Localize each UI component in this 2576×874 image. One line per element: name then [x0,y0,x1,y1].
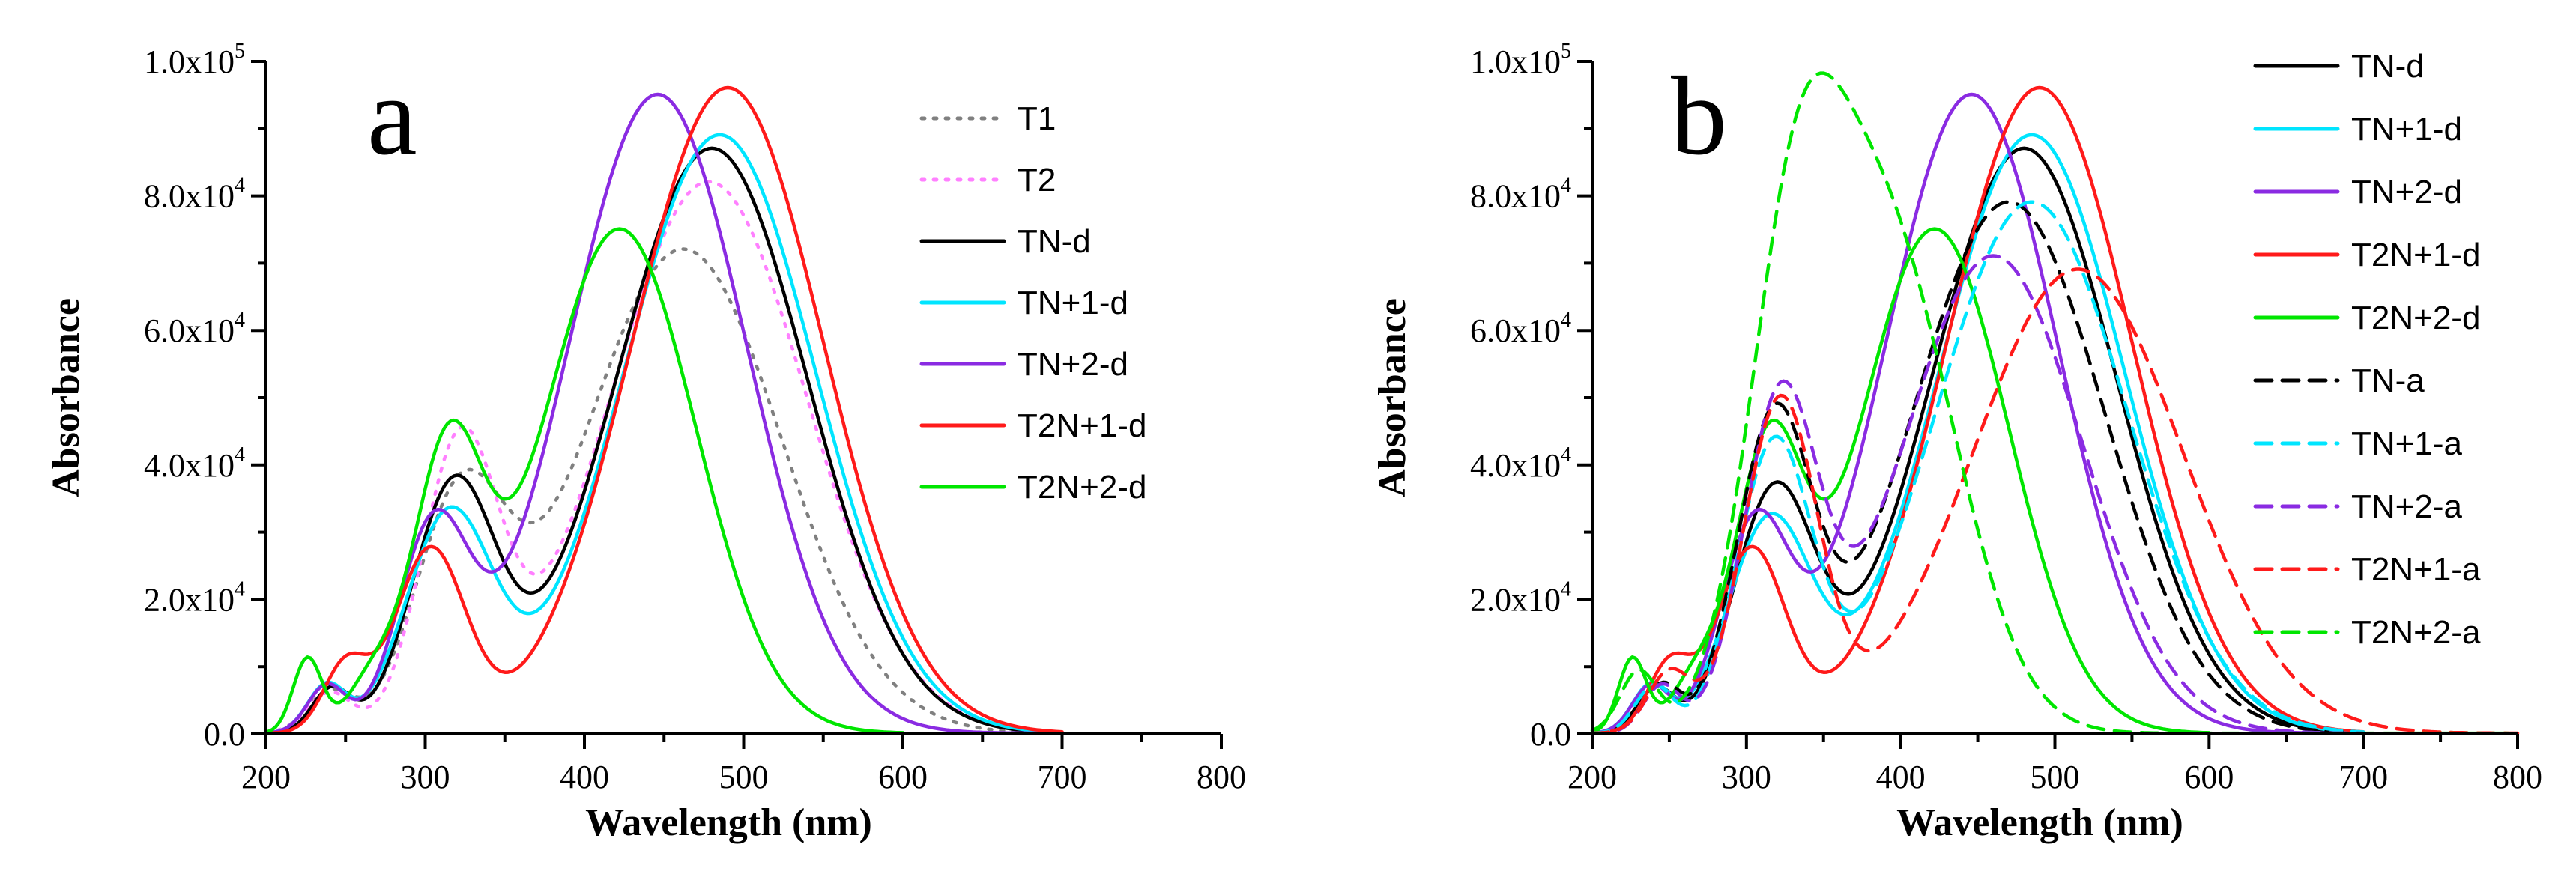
y-tick-label: 6.0x104 [1470,309,1571,349]
series-line-tn-a [1590,200,2365,735]
x-tick-label: 700 [2338,759,2388,795]
y-axis-title: Absorbance [45,298,88,497]
series-line-tnplus1-a [1590,200,2365,735]
x-tick-label: 500 [2031,759,2080,795]
series-line-tnplus1-d [264,133,1064,735]
series-line-t2nplus1-d [1590,85,2365,735]
y-tick-label: 8.0x104 [144,175,245,215]
y-tick-label: 6.0x104 [144,309,245,349]
series-line-t2nplus1-a [1590,267,2520,735]
legend-label: T2N+1-a [2351,551,2481,588]
legend-label: T2N+1-d [2351,237,2480,273]
legend-label: T2N+2-a [2351,614,2481,651]
legend-label: TN-d [2351,48,2425,85]
x-tick-label: 800 [2493,759,2542,795]
x-tick-label: 400 [560,759,609,795]
x-tick-label: 600 [2184,759,2234,795]
x-tick-label: 600 [878,759,928,795]
legend-label: T1 [1018,100,1056,137]
legend-label: TN+2-d [1018,346,1128,383]
x-tick-label: 400 [1876,759,1926,795]
y-tick-label: 4.0x104 [1470,443,1571,484]
legend-label: TN-a [2351,362,2425,399]
x-tick-label: 200 [241,759,291,795]
x-axis-title: Wavelength (nm) [585,801,872,844]
legend-label: T2 [1018,162,1056,198]
legend: TN-d TN+1-d TN+2-d T2N+1-d T2N+2-d TN-a TN+1-a… [2253,48,2481,651]
chart-panel-b: 200 300 400 500 600 700 800 0.0 2.0x104 4.0x104 6.… [1371,40,2542,844]
legend-label: TN+2-a [2351,488,2462,525]
y-tick-label: 1.0x105 [1470,40,1571,80]
legend-label: TN+1-d [1018,285,1128,321]
legend: T1 T2 TN-d TN+1-d TN+2-d T2N+1-d T2N+2-d [919,100,1146,506]
legend-label: TN+2-d [2351,174,2462,210]
legend-label: T2N+1-d [1018,407,1146,444]
x-tick-label: 800 [1197,759,1246,795]
series-line-t2nplus2-d [264,227,905,735]
y-axis-title: Absorbance [1371,298,1414,497]
chart-panel-a: 200 300 400 500 600 700 800 0.0 2.0x104 4.0x104 6.… [45,40,1246,844]
y-tick-label: 2.0x104 [1470,577,1571,618]
x-tick-label: 700 [1038,759,1087,795]
y-tick-label: 0.0 [204,716,245,753]
y-tick-label: 0.0 [1530,716,1571,753]
panel-letter: a [367,54,417,178]
x-tick-label: 200 [1567,759,1617,795]
series-line-tnplus2-a [1590,254,2365,735]
x-tick-label: 300 [401,759,450,795]
legend-label: TN+1-d [2351,111,2462,148]
series-group [1590,71,2520,735]
series-group [264,85,1064,735]
series-line-t2nplus2-d [1590,227,2211,735]
y-tick-label: 2.0x104 [144,577,245,618]
panel-letter: b [1671,54,1727,178]
legend-label: T2N+2-d [1018,469,1146,506]
x-axis-title: Wavelength (nm) [1896,801,2183,844]
x-tick-label: 300 [1722,759,1771,795]
series-line-t1 [264,247,1064,735]
y-tick-label: 4.0x104 [144,443,245,484]
series-line-t2nplus1-d [264,85,1064,735]
legend-label: TN-d [1018,223,1091,260]
y-tick-label: 1.0x105 [144,40,245,80]
legend-label: T2N+2-d [2351,300,2480,336]
y-tick-label: 8.0x104 [1470,175,1571,215]
x-tick-label: 500 [719,759,769,795]
legend-label: TN+1-a [2351,425,2462,462]
